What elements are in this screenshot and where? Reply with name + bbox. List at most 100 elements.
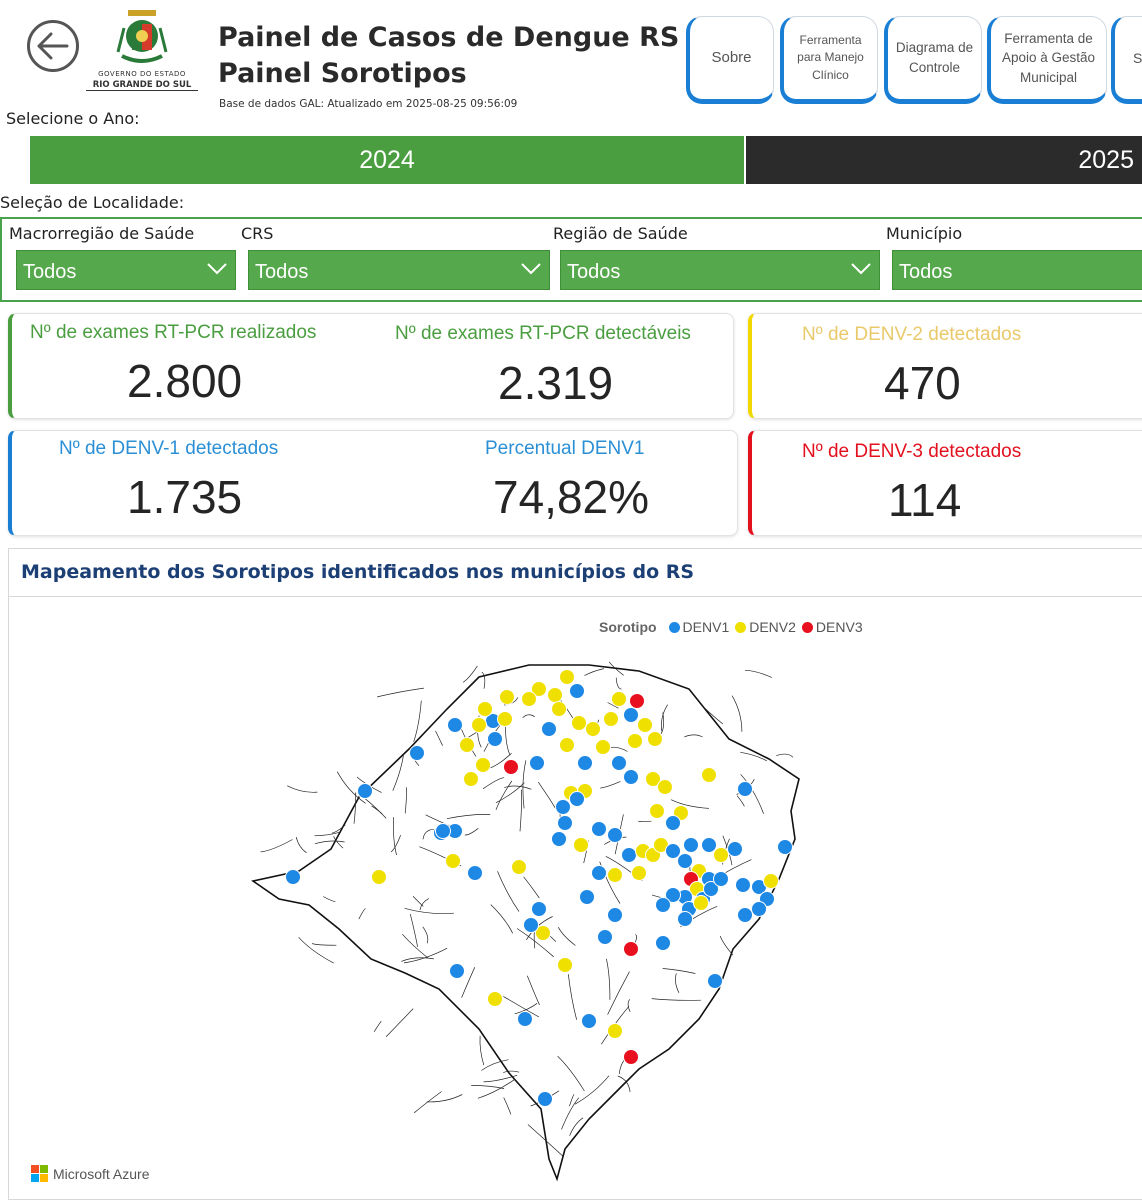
serotype-marker[interactable]: [701, 837, 717, 853]
serotype-marker[interactable]: [409, 745, 425, 761]
serotype-marker[interactable]: [611, 691, 627, 707]
manejo-clinico-button[interactable]: Ferramenta para Manejo Clínico: [780, 16, 878, 104]
partial-nav-button[interactable]: So: [1111, 16, 1142, 104]
serotype-marker[interactable]: [555, 799, 571, 815]
serotype-marker[interactable]: [623, 1049, 639, 1065]
serotype-marker[interactable]: [677, 853, 693, 869]
serotype-marker[interactable]: [517, 1011, 533, 1027]
serotype-marker[interactable]: [571, 715, 587, 731]
serotype-marker[interactable]: [693, 895, 709, 911]
serotype-marker[interactable]: [665, 887, 681, 903]
serotype-marker[interactable]: [449, 963, 465, 979]
rs-map[interactable]: [9, 549, 1142, 1200]
serotype-marker[interactable]: [655, 897, 671, 913]
serotype-marker[interactable]: [541, 721, 557, 737]
year-2024-button[interactable]: 2024: [30, 136, 744, 184]
serotype-marker[interactable]: [529, 755, 545, 771]
serotype-marker[interactable]: [537, 1091, 553, 1107]
serotype-marker[interactable]: [559, 737, 575, 753]
serotype-marker[interactable]: [573, 837, 589, 853]
serotype-marker[interactable]: [627, 733, 643, 749]
serotype-marker[interactable]: [751, 901, 767, 917]
year-2025-button[interactable]: 2025: [746, 136, 1142, 184]
serotype-marker[interactable]: [597, 929, 613, 945]
serotype-marker[interactable]: [557, 815, 573, 831]
serotype-marker[interactable]: [735, 877, 751, 893]
serotype-marker[interactable]: [637, 717, 653, 733]
serotype-marker[interactable]: [531, 901, 547, 917]
serotype-marker[interactable]: [551, 831, 567, 847]
serotype-marker[interactable]: [683, 837, 699, 853]
serotype-marker[interactable]: [631, 865, 647, 881]
serotype-marker[interactable]: [591, 865, 607, 881]
serotype-marker[interactable]: [763, 873, 779, 889]
serotype-marker[interactable]: [623, 941, 639, 957]
serotype-marker[interactable]: [551, 701, 567, 717]
serotype-marker[interactable]: [611, 755, 627, 771]
serotype-marker[interactable]: [737, 781, 753, 797]
serotype-marker[interactable]: [521, 691, 537, 707]
serotype-marker[interactable]: [357, 783, 373, 799]
serotype-marker[interactable]: [487, 731, 503, 747]
serotype-marker[interactable]: [645, 771, 661, 787]
serotype-marker[interactable]: [467, 865, 483, 881]
serotype-marker[interactable]: [463, 771, 479, 787]
serotype-marker[interactable]: [477, 701, 493, 717]
serotype-marker[interactable]: [655, 935, 671, 951]
serotype-marker[interactable]: [677, 911, 693, 927]
serotype-marker[interactable]: [777, 839, 793, 855]
serotype-marker[interactable]: [649, 803, 665, 819]
macro-dropdown[interactable]: Todos: [16, 250, 236, 290]
serotype-marker[interactable]: [475, 757, 491, 773]
serotype-marker[interactable]: [607, 907, 623, 923]
serotype-marker[interactable]: [435, 823, 451, 839]
serotype-marker[interactable]: [285, 869, 301, 885]
diagrama-controle-button[interactable]: Diagrama de Controle: [884, 16, 982, 104]
serotype-marker[interactable]: [595, 739, 611, 755]
serotype-marker[interactable]: [713, 871, 729, 887]
serotype-marker[interactable]: [703, 881, 719, 897]
serotype-marker[interactable]: [657, 779, 673, 795]
serotype-marker[interactable]: [547, 687, 563, 703]
serotype-marker[interactable]: [623, 769, 639, 785]
serotype-markers[interactable]: [285, 669, 793, 1107]
serotype-marker[interactable]: [713, 847, 729, 863]
serotype-marker[interactable]: [665, 843, 681, 859]
serotype-marker[interactable]: [499, 689, 515, 705]
serotype-marker[interactable]: [607, 867, 623, 883]
serotype-marker[interactable]: [497, 711, 513, 727]
serotype-marker[interactable]: [471, 717, 487, 733]
serotype-marker[interactable]: [585, 721, 601, 737]
serotype-marker[interactable]: [665, 815, 681, 831]
serotype-marker[interactable]: [707, 973, 723, 989]
serotype-marker[interactable]: [607, 827, 623, 843]
serotype-marker[interactable]: [557, 957, 573, 973]
serotype-marker[interactable]: [447, 717, 463, 733]
serotype-marker[interactable]: [487, 991, 503, 1007]
serotype-marker[interactable]: [623, 707, 639, 723]
serotype-marker[interactable]: [523, 917, 539, 933]
serotype-marker[interactable]: [531, 681, 547, 697]
sobre-button[interactable]: Sobre: [686, 16, 774, 104]
serotype-marker[interactable]: [511, 859, 527, 875]
serotype-marker[interactable]: [569, 791, 585, 807]
serotype-marker[interactable]: [737, 907, 753, 923]
serotype-marker[interactable]: [559, 669, 575, 685]
serotype-marker[interactable]: [591, 821, 607, 837]
legend-item-denv2[interactable]: DENV2: [735, 619, 796, 635]
serotype-marker[interactable]: [621, 847, 637, 863]
serotype-marker[interactable]: [535, 925, 551, 941]
serotype-marker[interactable]: [569, 683, 585, 699]
serotype-marker[interactable]: [581, 1013, 597, 1029]
serotype-marker[interactable]: [579, 889, 595, 905]
legend-item-denv3[interactable]: DENV3: [801, 619, 863, 635]
serotype-marker[interactable]: [647, 731, 663, 747]
serotype-marker[interactable]: [503, 759, 519, 775]
legend-item-denv1[interactable]: DENV1: [668, 619, 729, 635]
serotype-marker[interactable]: [603, 711, 619, 727]
serotype-marker[interactable]: [459, 737, 475, 753]
serotype-marker[interactable]: [371, 869, 387, 885]
serotype-marker[interactable]: [445, 853, 461, 869]
municipio-dropdown[interactable]: Todos: [892, 250, 1142, 290]
apoio-gestao-button[interactable]: Ferramenta de Apoio à Gestão Municipal: [987, 16, 1107, 104]
